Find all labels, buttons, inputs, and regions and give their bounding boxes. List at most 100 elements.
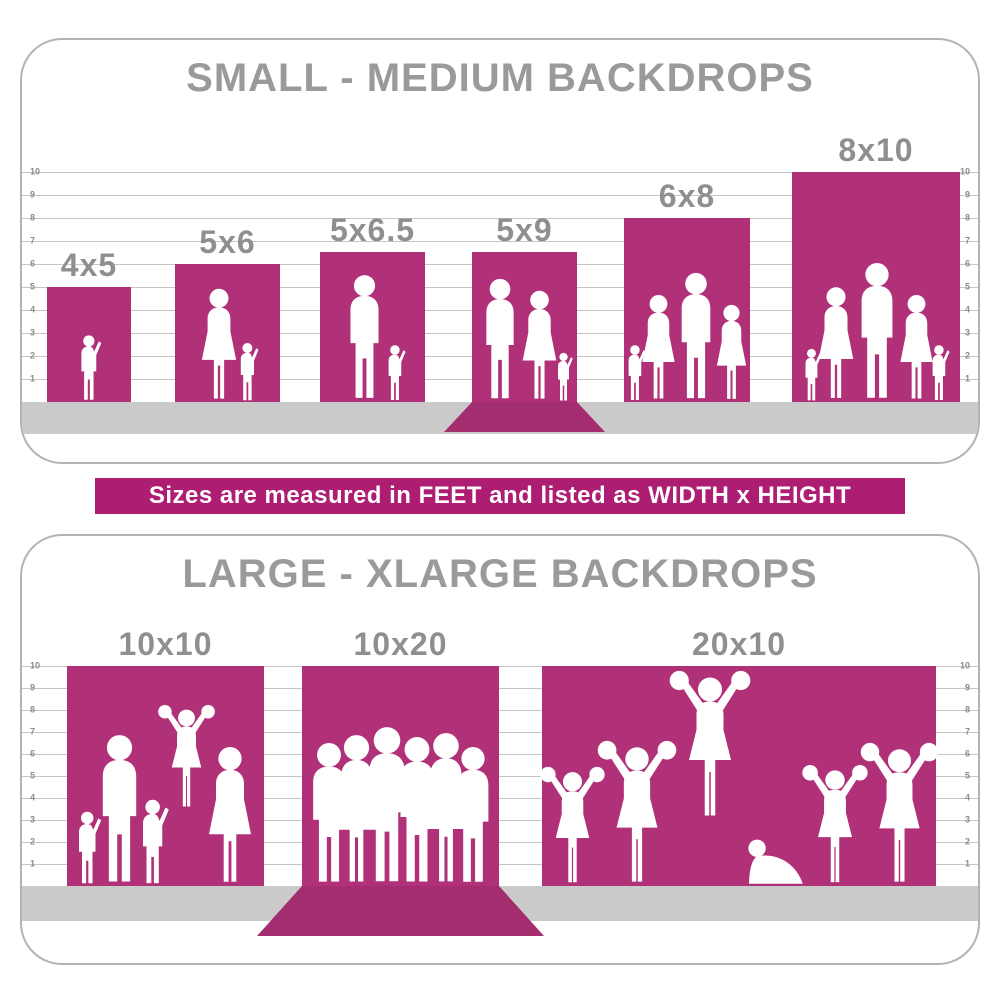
person-silhouette — [202, 746, 258, 886]
axis-tick-label: 1 — [30, 373, 36, 384]
person-silhouette — [554, 352, 574, 402]
team-crowd-silhouette — [302, 726, 499, 886]
axis-tick-label: 7 — [964, 726, 970, 737]
axis-tick-label: 3 — [964, 814, 970, 825]
mother-and-child-silhouette — [175, 288, 280, 402]
bar-size-label: 20x10 — [692, 626, 786, 662]
person-silhouette — [596, 740, 678, 886]
person-silhouette — [712, 304, 751, 402]
axis-tick-label: 8 — [964, 212, 970, 223]
gridline — [22, 820, 978, 821]
small-medium-panel: SMALL - MEDIUM BACKDROPS 1 1 2 2 3 3 4 4 5 5 6 6 7 7 8… — [20, 38, 980, 464]
person-silhouette — [136, 798, 171, 886]
backdrop-bar-4x5 — [47, 287, 131, 402]
axis-tick-label: 10 — [30, 166, 41, 177]
axis-tick-label: 3 — [964, 327, 970, 338]
person-silhouette — [668, 670, 752, 820]
axis-tick-label: 2 — [964, 836, 970, 847]
axis-tick-label: 5 — [964, 281, 970, 292]
bar-size-label: 10x10 — [118, 626, 213, 662]
bar-size-label: 8x10 — [838, 132, 914, 168]
family-with-small-child-silhouette — [472, 278, 577, 402]
axis-tick-label: 7 — [30, 235, 36, 246]
backdrop-bar-20x10 — [542, 666, 936, 886]
axis-tick-label: 7 — [964, 235, 970, 246]
axis-tick-label: 6 — [30, 258, 36, 269]
family-group-silhouette — [624, 272, 750, 402]
size-note-banner: Sizes are measured in FEET and listed as… — [95, 478, 905, 514]
axis-tick-label: 6 — [964, 748, 970, 759]
axis-tick-label: 10 — [959, 166, 970, 177]
axis-tick-label: 7 — [30, 726, 36, 737]
bar-size-label: 6x8 — [658, 178, 716, 214]
gridline — [22, 172, 978, 173]
gridline — [22, 688, 978, 689]
axis-tick-label: 8 — [30, 704, 36, 715]
floor-sweep-10x20 — [257, 886, 544, 936]
large-xlarge-chart: 1 1 2 2 3 3 4 4 5 5 6 6 7 7 8 8 9 9 10 10 10x10 10x20 20x10 — [22, 536, 978, 963]
gridline — [22, 195, 978, 196]
family-group-with-child-on-shoulders-silhouette — [67, 704, 264, 886]
person-silhouette — [236, 342, 260, 402]
axis-tick-label: 4 — [964, 304, 970, 315]
gridline — [22, 754, 978, 755]
size-note-text: Sizes are measured in FEET and listed as… — [148, 482, 852, 509]
axis-tick-label: 1 — [964, 373, 970, 384]
small-medium-chart: 1 1 2 2 3 3 4 4 5 5 6 6 7 7 8 8 9 9 10 10 4x5 5x6 5x6.5 5x9 6x8 8… — [22, 40, 978, 462]
cheerleaders-pyramid-silhouette — [542, 670, 936, 886]
axis-tick-label: 5 — [30, 770, 36, 781]
bar-size-label: 5x6.5 — [329, 212, 416, 248]
person-silhouette — [339, 274, 390, 402]
father-and-child-silhouette — [320, 274, 425, 402]
axis-tick-label: 9 — [30, 189, 36, 200]
large-xlarge-title: LARGE - XLARGE BACKDROPS — [182, 552, 818, 596]
axis-tick-label: 6 — [964, 258, 970, 269]
large-family-silhouette — [792, 262, 960, 402]
person-silhouette — [928, 344, 951, 402]
axis-tick-label: 3 — [30, 327, 36, 338]
axis-tick-label: 5 — [30, 281, 36, 292]
gridline — [22, 776, 978, 777]
person-silhouette — [76, 334, 103, 402]
gridline — [22, 732, 978, 733]
axis-tick-label: 10 — [30, 660, 41, 671]
backdrop-bar-5x9 — [472, 252, 577, 402]
axis-tick-label: 4 — [964, 792, 970, 803]
floor-sweep-5x9 — [444, 402, 605, 432]
toddler-silhouette — [47, 334, 131, 402]
gridline — [22, 798, 978, 799]
person-silhouette — [445, 746, 501, 886]
gridline — [22, 666, 978, 667]
axis-tick-label: 2 — [964, 350, 970, 361]
person-silhouette — [384, 344, 407, 402]
axis-tick-label: 1 — [30, 858, 36, 869]
axis-tick-label: 8 — [30, 212, 36, 223]
person-silhouette — [859, 742, 940, 886]
axis-tick-label: 9 — [964, 682, 970, 693]
gridline — [22, 842, 978, 843]
axis-tick-label: 6 — [30, 748, 36, 759]
backdrop-bar-5x6.5 — [320, 252, 425, 402]
gridline — [22, 710, 978, 711]
axis-tick-label: 5 — [964, 770, 970, 781]
backdrop-bar-10x10 — [67, 666, 264, 886]
axis-tick-label: 2 — [30, 350, 36, 361]
bar-size-label: 10x20 — [353, 626, 448, 662]
axis-tick-label: 3 — [30, 814, 36, 825]
axis-tick-label: 2 — [30, 836, 36, 847]
gridline — [22, 241, 978, 242]
bar-size-label: 5x6 — [199, 224, 256, 260]
backdrop-bar-5x6 — [175, 264, 280, 402]
gridline — [22, 864, 978, 865]
gridline — [22, 218, 978, 219]
axis-tick-label: 9 — [964, 189, 970, 200]
bar-size-label: 5x9 — [496, 212, 553, 248]
axis-tick-label: 4 — [30, 304, 36, 315]
backdrop-bar-8x10 — [792, 172, 960, 402]
backdrop-bar-10x20 — [302, 666, 499, 886]
backdrop-bar-6x8 — [624, 218, 750, 402]
axis-tick-label: 1 — [964, 858, 970, 869]
small-medium-title: SMALL - MEDIUM BACKDROPS — [186, 56, 814, 100]
bar-size-label: 4x5 — [60, 247, 118, 283]
axis-tick-label: 8 — [964, 704, 970, 715]
